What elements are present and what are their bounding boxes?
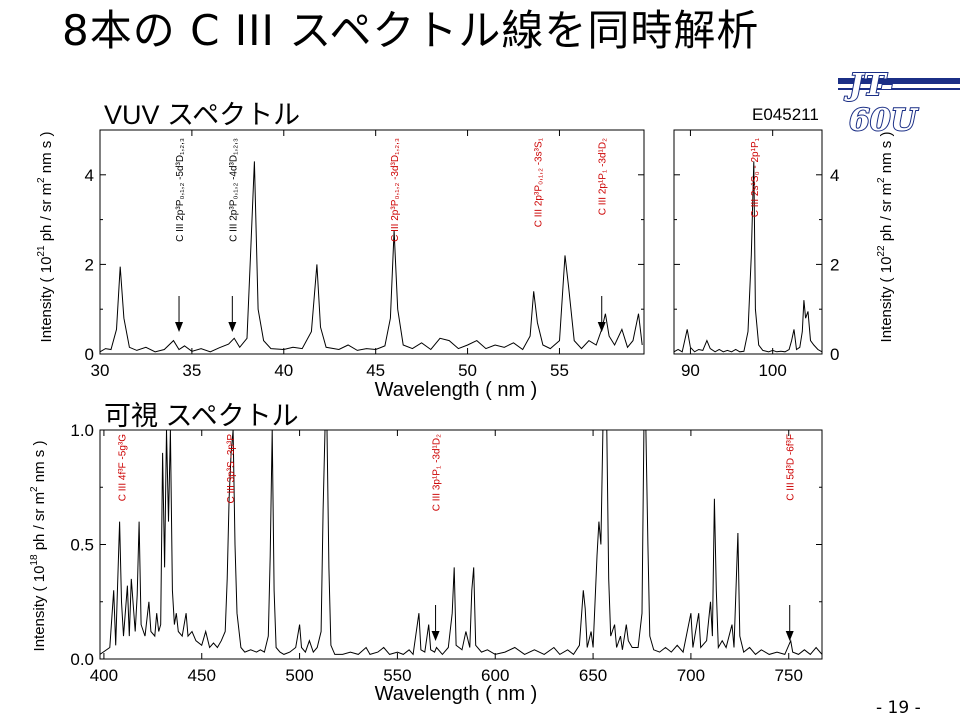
- vuv-long-ytick-label: 0: [830, 345, 839, 364]
- visible-spectrum-line: [100, 430, 822, 656]
- visible-xtick-label: 450: [188, 666, 216, 685]
- visible-ytick-label: 0.5: [70, 536, 94, 555]
- vuv-long-spectrum-line: [674, 161, 822, 353]
- jt60u-logo: JT-60U: [848, 67, 918, 139]
- arrow-head: [431, 631, 440, 641]
- spectral-line-label: C III 2s¹S₀ - 2p¹P₁: [750, 137, 761, 217]
- ylabel-part: Intensity ( 10: [38, 257, 55, 343]
- vuv-long-ytick-label: 2: [830, 255, 839, 274]
- vuv-short-frame: [99, 129, 645, 355]
- vuv-short-xtick-label: 30: [91, 361, 110, 380]
- vuv-xlabel: Wavelength ( nm ): [375, 379, 538, 401]
- vuv-short-spectrum-line: [100, 161, 643, 353]
- vuv-short-xtick-label: 50: [458, 361, 477, 380]
- spectral-line-label: C III 3p³S -3p³P: [226, 434, 237, 504]
- vuv-short-ytick-label: 0: [85, 345, 94, 364]
- visible-xtick-label: 550: [383, 666, 411, 685]
- arrow-head: [228, 322, 237, 332]
- spectral-line-label: C III 2p³P₀,₁,₂ -4d³D₁,₂,₃: [228, 138, 239, 242]
- visible-ytick-label: 1.0: [70, 421, 94, 440]
- visible-xtick-label: 750: [775, 666, 803, 685]
- vuv-long-frame: [673, 129, 823, 355]
- arrow-head: [597, 322, 606, 332]
- vuv-right-ylabel: Intensity ( 1022 ph / sr m2 nm s ): [876, 132, 895, 343]
- visible-panel-title: 可視 スペクトル: [104, 401, 299, 431]
- visible-xtick-label: 500: [285, 666, 313, 685]
- visible-xtick-label: 600: [481, 666, 509, 685]
- visible-plot: 0.0 0.5 1.0 400 450 500 550 600 650 700 750 C III 4…: [70, 421, 823, 685]
- arrow-head: [175, 322, 184, 332]
- spectral-line-label: C III 2p¹P₁ -3d¹D₂: [598, 138, 609, 215]
- shot-number: E045211: [752, 105, 819, 124]
- spectral-line-label: C III 2p³P₀,₁,₂ -3d³D₁,₂,₃: [390, 138, 401, 242]
- vuv-short-ytick-label: 4: [85, 166, 94, 185]
- vuv-long-xtick-label: 100: [758, 361, 786, 380]
- visible-xlabel: Wavelength ( nm ): [375, 683, 538, 705]
- vuv-short-xtick-label: 45: [366, 361, 385, 380]
- vuv-long-plot: 0 2 4 90 100 C III 2s¹S₀ - 2p¹P₁: [673, 129, 839, 380]
- page-number: - 19 -: [876, 698, 921, 718]
- vuv-panel-title: VUV スペクトル: [104, 100, 300, 130]
- header-rule-thick: [838, 78, 960, 84]
- arrow-head: [785, 631, 794, 641]
- visible-xtick-label: 400: [90, 666, 118, 685]
- vuv-short-plot: 0 2 4 30 35 40 45 50 55 C III 2p³P₀,₁,₂ -5d³D₁,₂,…: [85, 129, 645, 380]
- spectral-line-label: C III 4f³F -5g³G: [118, 434, 129, 501]
- header-rule-thin: [838, 88, 960, 90]
- vuv-short-xtick-label: 55: [550, 361, 569, 380]
- visible-xtick-label: 650: [579, 666, 607, 685]
- spectral-line-label: C III 3p¹P₁ -3d¹D₂: [432, 434, 443, 511]
- vuv-left-ylabel: Intensity ( 1021 ph / sr m2 nm s ): [36, 132, 55, 343]
- slide-title: 8本の C III スペクトル線を同時解析: [62, 6, 760, 55]
- visible-ytick-label: 0.0: [70, 650, 94, 669]
- vuv-short-xtick-label: 40: [274, 361, 293, 380]
- vuv-short-ytick-label: 2: [85, 255, 94, 274]
- visible-ylabel: Intensity ( 1018 ph / sr m2 nm s ): [29, 441, 48, 652]
- vuv-short-xtick-label: 35: [182, 361, 201, 380]
- visible-xtick-label: 700: [677, 666, 705, 685]
- spectral-line-label: C III 5d³D -6f³F: [786, 434, 797, 501]
- vuv-long-xtick-label: 90: [681, 361, 700, 380]
- vuv-long-ytick-label: 4: [830, 166, 839, 185]
- spectral-line-label: C III 2p³P₀,₁,₂ -5d³D₁,₂,₃: [175, 138, 186, 242]
- spectral-line-label: C III 2p³P₀,₁,₂ -3s³S₁: [533, 137, 544, 227]
